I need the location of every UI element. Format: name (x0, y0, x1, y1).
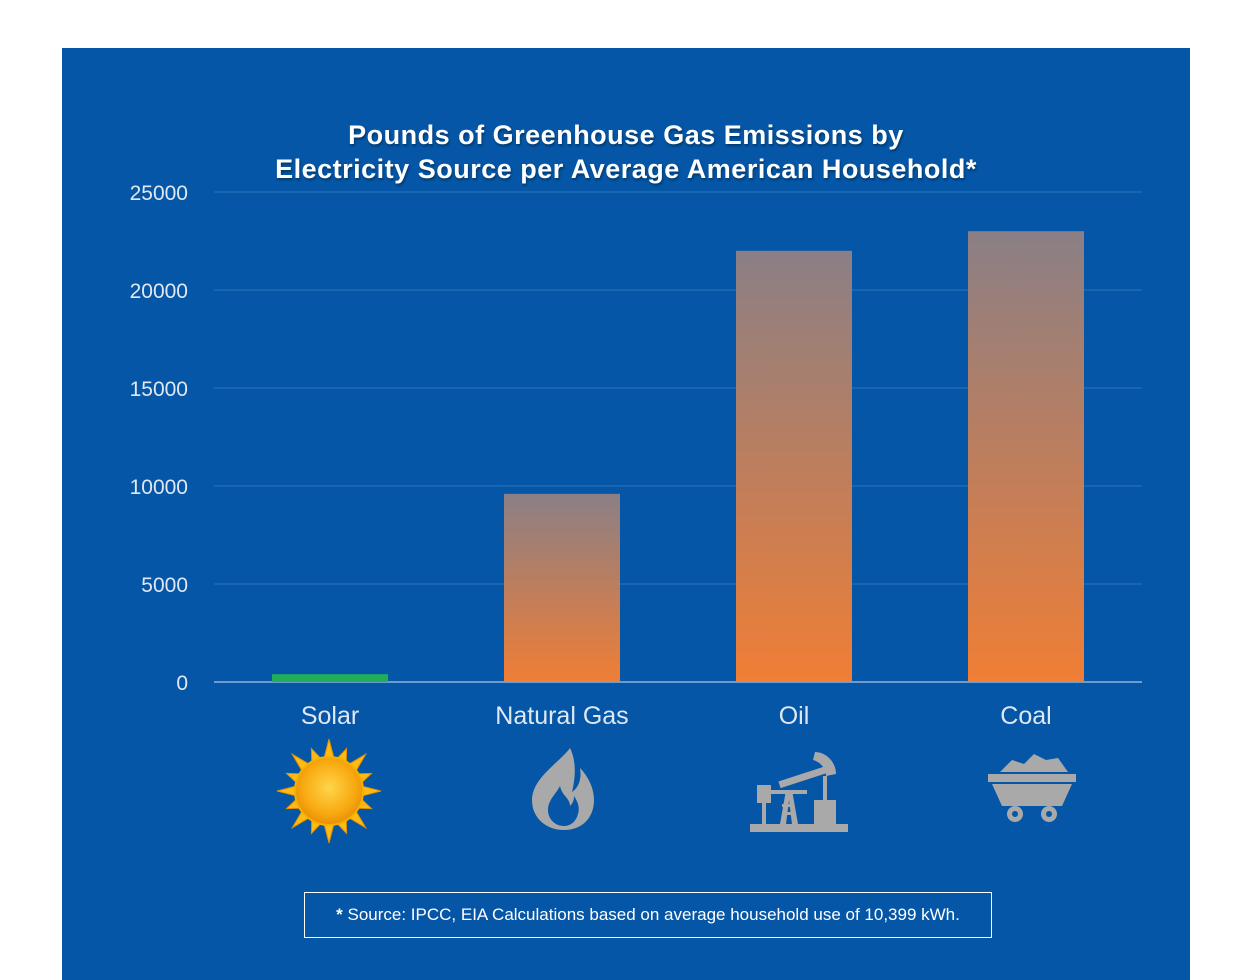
x-tick-label: Natural Gas (495, 702, 628, 730)
oil-pump-icon (750, 752, 848, 832)
bar-coal (968, 231, 1084, 682)
x-tick-label: Coal (1000, 702, 1051, 730)
coal-cart-icon (988, 754, 1076, 822)
y-tick-label: 20000 (130, 280, 188, 303)
footnote-text: Source: IPCC, EIA Calculations based on … (347, 905, 960, 924)
bar-oil (736, 250, 852, 683)
chart-title: Pounds of Greenhouse Gas Emissions by El… (62, 118, 1190, 186)
y-tick-label: 10000 (130, 476, 188, 499)
source-footnote: * Source: IPCC, EIA Calculations based o… (304, 892, 992, 938)
sun-ray (323, 824, 335, 844)
bar-solar (272, 674, 388, 682)
sun-ray (323, 738, 335, 758)
y-tick-label: 5000 (141, 574, 188, 597)
y-tick-label: 0 (176, 672, 188, 695)
flame-icon (532, 748, 594, 830)
sun-icon (276, 738, 382, 844)
sun-ray (362, 785, 382, 797)
y-tick-label: 15000 (130, 378, 188, 401)
chart-title-line-1: Pounds of Greenhouse Gas Emissions by (348, 120, 904, 150)
x-tick-label: Oil (779, 702, 810, 730)
y-tick-label: 25000 (130, 182, 188, 205)
chart-title-line-2: Electricity Source per Average American … (275, 154, 977, 184)
sun-ray (276, 785, 296, 797)
x-tick-label: Solar (301, 702, 359, 730)
footnote-asterisk: * (336, 905, 343, 924)
bar-natural-gas (504, 493, 620, 682)
